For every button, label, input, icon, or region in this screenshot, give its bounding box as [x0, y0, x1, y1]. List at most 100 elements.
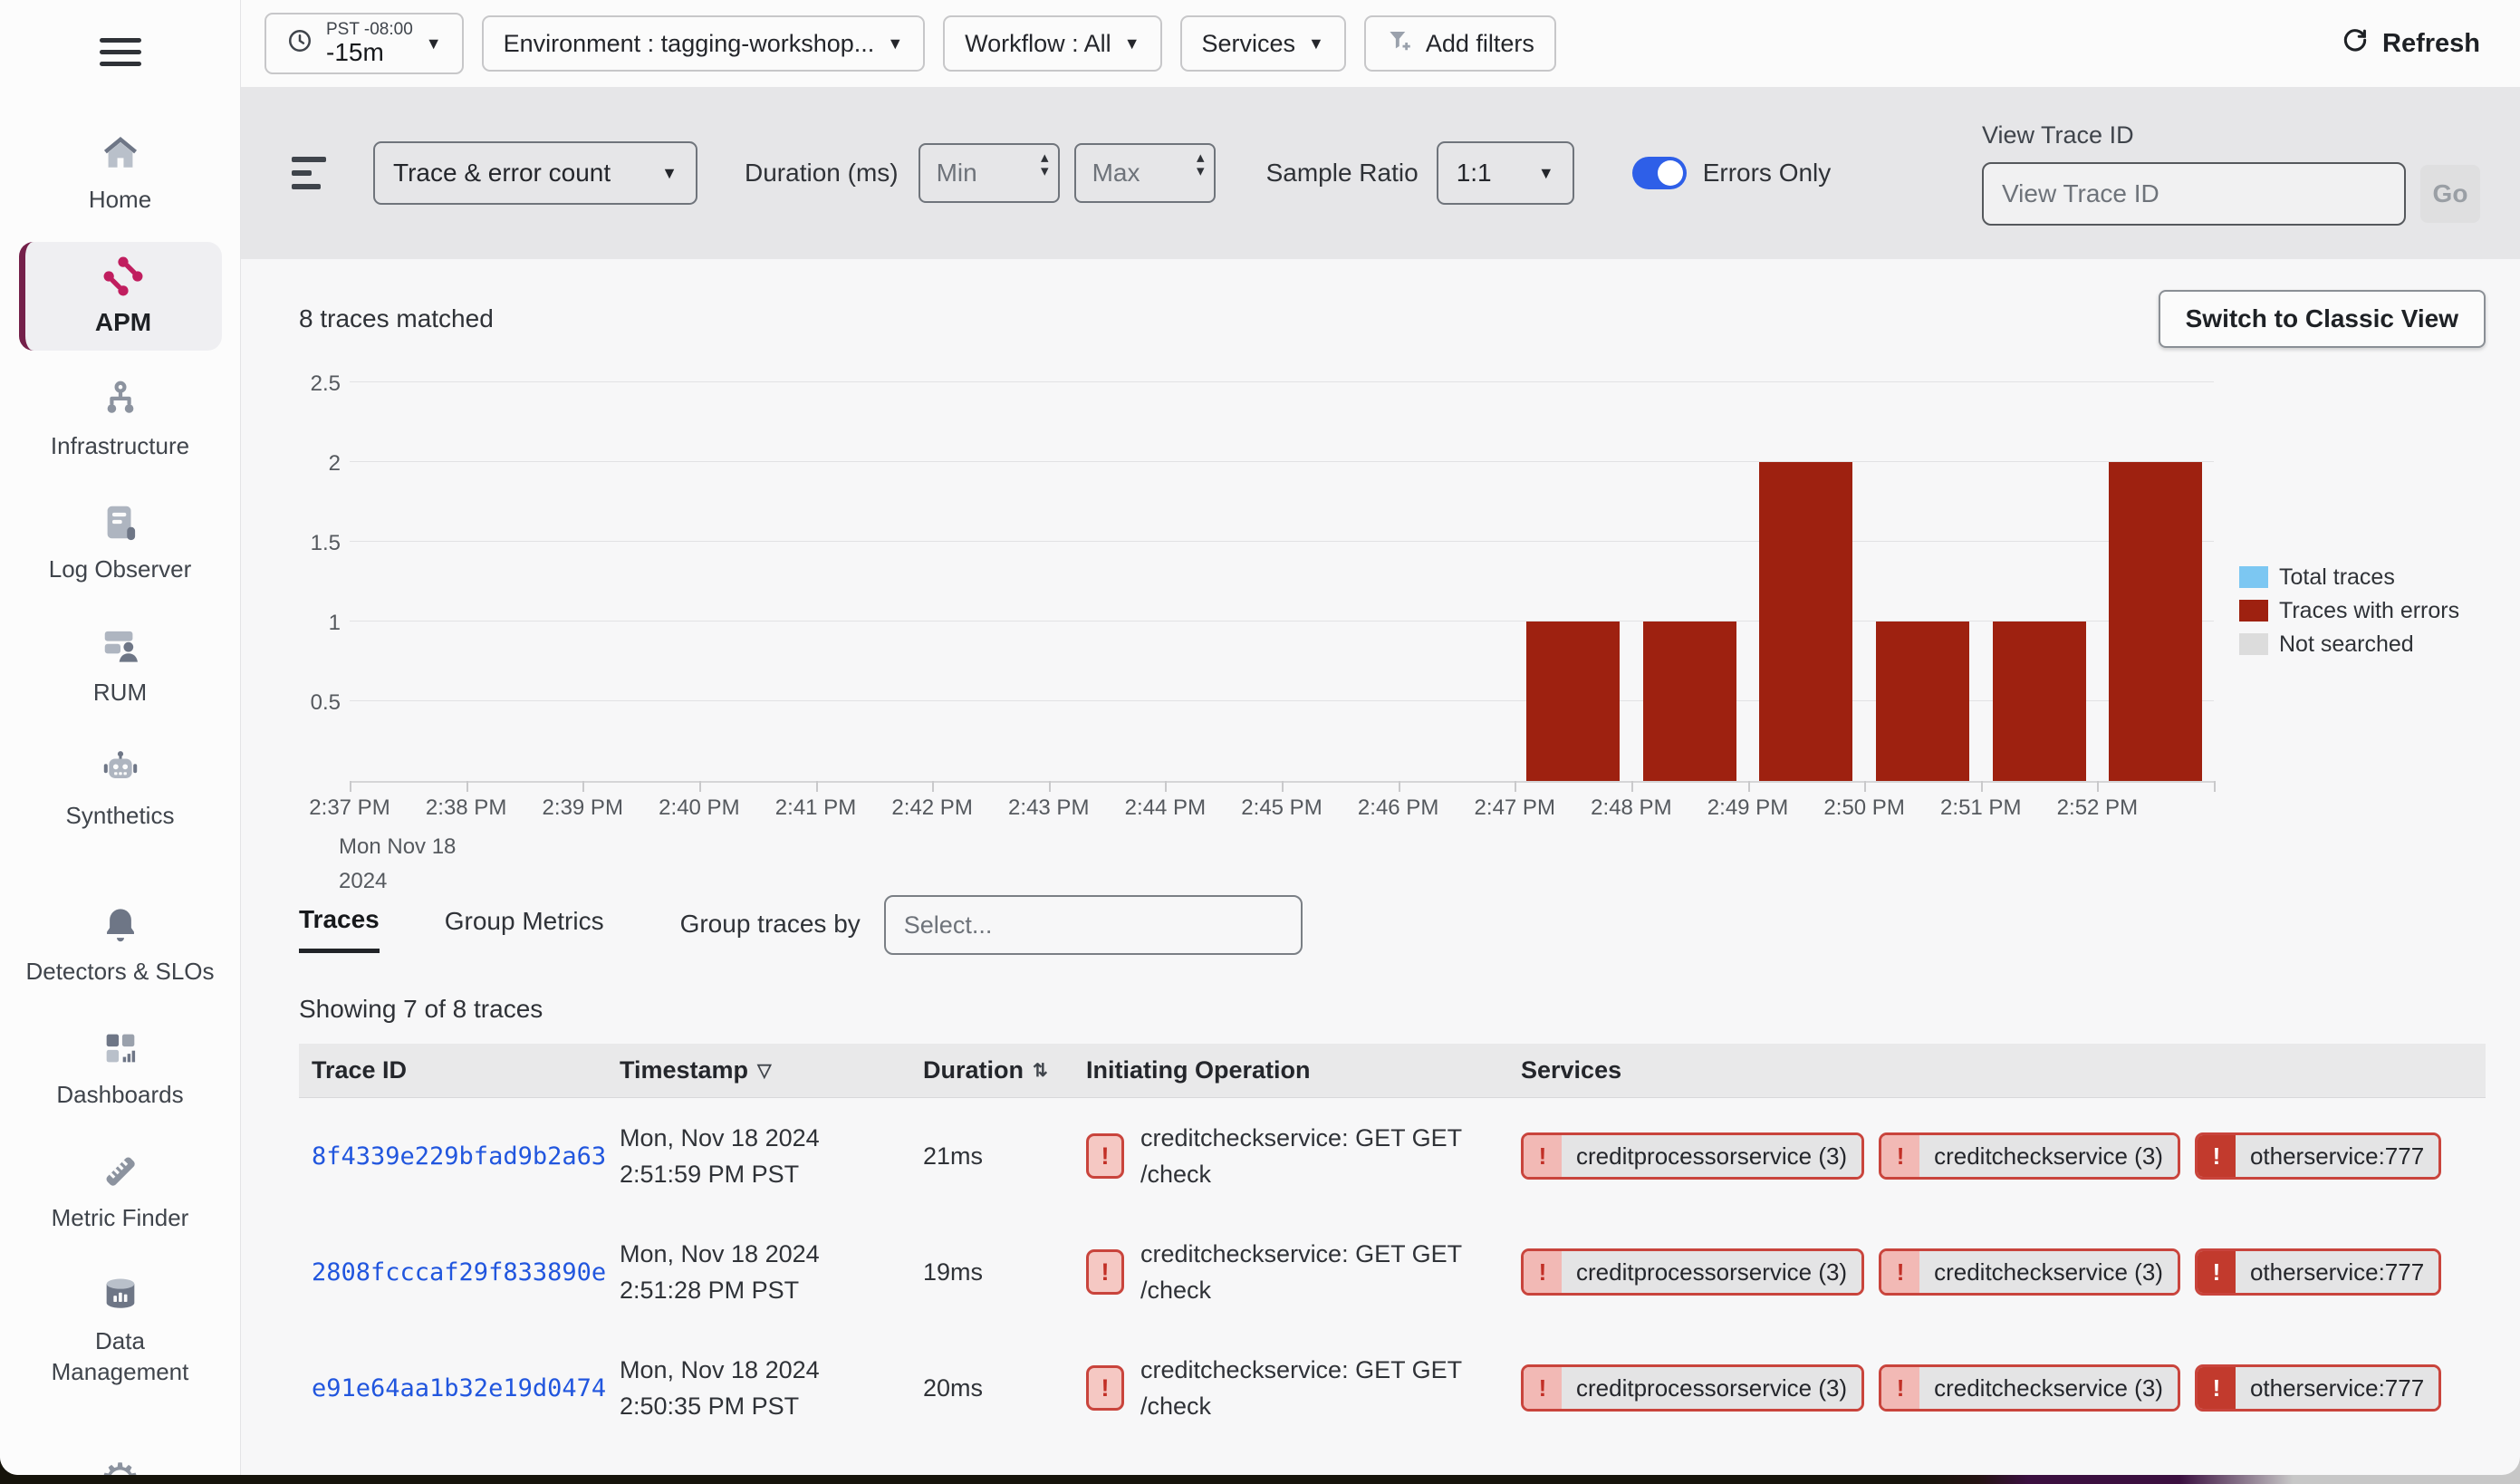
service-badge[interactable]: ! otherservice:777 — [2194, 1248, 2442, 1296]
sidebar-item-label: Metric Finder — [51, 1204, 189, 1231]
group-traces-by-label: Group traces by — [679, 910, 861, 938]
sort-desc-icon: ▽ — [757, 1061, 772, 1081]
column-header-duration[interactable]: Duration ⇅ — [923, 1056, 1048, 1084]
initiating-operation-cell: ! creditcheckservice: GET GET/check — [1073, 1352, 1508, 1424]
main-area: PST -08:00 -15m ▼ Environment : tagging-… — [241, 0, 2520, 1475]
refresh-button[interactable]: Refresh — [2341, 25, 2480, 62]
table-row: 2808fcccaf29f833890e Mon, Nov 18 2024 2:… — [299, 1214, 2486, 1330]
x-axis-tick-label: 2:44 PM — [1124, 795, 1207, 820]
chart-bar[interactable] — [1759, 462, 1853, 781]
sidebar-item-synthetics[interactable]: Synthetics — [19, 735, 222, 843]
duration-cell: 19ms — [923, 1258, 984, 1286]
service-badge[interactable]: ! creditcheckservice (3) — [1879, 1364, 2180, 1412]
sidebar-item-metric-finder[interactable]: Metric Finder — [19, 1137, 222, 1246]
group-traces-by-select[interactable]: Select... — [883, 895, 1303, 955]
switch-classic-view-button[interactable]: Switch to Classic View — [2158, 290, 2486, 348]
tab-traces[interactable]: Traces — [299, 905, 380, 953]
service-badge[interactable]: ! creditcheckservice (3) — [1879, 1132, 2180, 1180]
initiating-operation-cell: ! creditcheckservice: GET GET/check — [1073, 1236, 1508, 1308]
column-header-initiating-operation[interactable]: Initiating Operation — [1086, 1056, 1311, 1084]
y-axis-tick: 2 — [328, 451, 341, 476]
sidebar-item-data-management[interactable]: Data Management — [19, 1260, 222, 1400]
chevron-down-icon: ▼ — [425, 34, 442, 53]
filter-bar: Trace & error count ▼ Duration (ms) ▴ ▾ … — [241, 87, 2520, 259]
x-axis-tick-label: 2:41 PM — [774, 795, 857, 820]
chevron-down-icon: ▼ — [887, 34, 904, 53]
timestamp-cell: Mon, Nov 18 2024 2:50:35 PM PST — [620, 1356, 820, 1420]
chart-bar[interactable] — [2109, 462, 2203, 781]
error-icon: ! — [1086, 1365, 1124, 1411]
hamburger-menu-icon[interactable] — [99, 31, 141, 73]
sidebar-item-label: RUM — [92, 679, 148, 706]
chart-bar[interactable] — [1875, 622, 1969, 781]
legend-item[interactable]: Total traces — [2239, 564, 2486, 591]
error-icon: ! — [1881, 1367, 1920, 1409]
metric-type-dropdown[interactable]: Trace & error count ▼ — [373, 141, 697, 205]
x-axis-tick-label: 2:40 PM — [659, 795, 740, 820]
x-axis-date-label: Mon Nov 18 2024 — [339, 834, 457, 893]
trace-count-chart: 0.5 1 1.5 2 2.5 2:37 PM 2:38 PM 2:39 PM 2:40 PM… — [299, 371, 2486, 893]
add-filters-button[interactable]: Add filters — [1363, 15, 1556, 72]
topbar: PST -08:00 -15m ▼ Environment : tagging-… — [241, 0, 2520, 87]
sidebar-item-settings[interactable]: ⚙ Settings — [19, 1447, 222, 1475]
services-cell: ! creditprocessorservice (3) ! creditcheck… — [1508, 1248, 2486, 1296]
trace-id-link[interactable]: 2808fcccaf29f833890e — [312, 1258, 607, 1286]
workflow-dropdown[interactable]: Workflow : All ▼ — [943, 15, 1162, 72]
chart-bar[interactable] — [1992, 622, 2086, 781]
tab-group-metrics[interactable]: Group Metrics — [444, 907, 604, 935]
time-range-value: -15m — [326, 38, 384, 67]
service-badge[interactable]: ! creditprocessorservice (3) — [1521, 1364, 1865, 1412]
sidebar-item-dashboards[interactable]: Dashboards — [19, 1014, 222, 1123]
go-button[interactable]: Go — [2420, 164, 2480, 223]
sidebar-item-label: Log Observer — [48, 555, 192, 583]
sidebar-item-infrastructure[interactable]: Infrastructure — [19, 365, 222, 474]
max-input[interactable] — [1073, 143, 1216, 203]
chart-bar[interactable] — [1526, 622, 1620, 781]
trace-id-link[interactable]: e91e64aa1b32e19d0474 — [312, 1373, 607, 1402]
errors-only-label: Errors Only — [1702, 159, 1832, 187]
sidebar-item-log-observer[interactable]: Log Observer — [19, 488, 222, 597]
environment-dropdown[interactable]: Environment : tagging-workshop... ▼ — [481, 15, 926, 72]
error-icon: ! — [2197, 1135, 2236, 1177]
min-stepper[interactable]: ▴ ▾ — [1041, 149, 1049, 179]
view-trace-id-input[interactable] — [1982, 161, 2406, 226]
filter-list-icon[interactable] — [292, 157, 326, 189]
sidebar-item-apm[interactable]: APM — [18, 242, 222, 351]
column-header-trace-id[interactable]: Trace ID — [312, 1056, 408, 1084]
sample-ratio-dropdown[interactable]: 1:1 ▼ — [1436, 141, 1574, 205]
error-icon: ! — [1524, 1367, 1562, 1409]
sidebar-item-rum[interactable]: RUM — [19, 612, 222, 720]
sidebar-item-label: Data Management — [51, 1327, 189, 1385]
service-badge[interactable]: ! creditprocessorservice (3) — [1521, 1248, 1865, 1296]
legend-item[interactable]: Not searched — [2239, 631, 2486, 658]
sidebar-item-detectors-slos[interactable]: Detectors & SLOs — [19, 891, 222, 999]
sidebar-item-home[interactable]: Home — [19, 119, 222, 227]
clock-icon — [286, 27, 313, 61]
chart-bar[interactable] — [1642, 622, 1736, 781]
service-badge[interactable]: ! creditcheckservice (3) — [1879, 1248, 2180, 1296]
duration-cell: 21ms — [923, 1142, 984, 1170]
time-picker[interactable]: PST -08:00 -15m ▼ — [265, 13, 464, 74]
service-badge[interactable]: ! otherservice:777 — [2194, 1132, 2442, 1180]
refresh-icon — [2341, 25, 2370, 62]
sidebar: Home APM Infrastructure Log Observer RUM — [0, 0, 241, 1475]
database-icon — [100, 1273, 141, 1316]
services-dropdown[interactable]: Services ▼ — [1179, 15, 1346, 72]
chevron-down-icon: ▼ — [1537, 163, 1554, 182]
column-header-services[interactable]: Services — [1521, 1056, 1622, 1084]
min-input[interactable] — [918, 143, 1060, 203]
service-badge[interactable]: ! creditprocessorservice (3) — [1521, 1132, 1865, 1180]
filter-plus-icon — [1386, 27, 1413, 61]
chart-legend: Total traces Traces with errors Not search… — [2214, 339, 2486, 882]
x-axis-tick-label: 2:50 PM — [1823, 795, 1905, 820]
legend-item[interactable]: Traces with errors — [2239, 598, 2486, 624]
rum-icon — [100, 624, 141, 668]
errors-only-toggle[interactable] — [1631, 157, 1687, 189]
trace-id-link[interactable]: 8f4339e229bfad9b2a63 — [312, 1142, 607, 1171]
chart-y-axis: 0.5 1 1.5 2 2.5 — [299, 371, 350, 783]
column-header-timestamp[interactable]: Timestamp ▽ — [620, 1056, 772, 1084]
service-badge[interactable]: ! otherservice:777 — [2194, 1364, 2442, 1412]
max-stepper[interactable]: ▴ ▾ — [1197, 149, 1205, 179]
y-axis-tick: 1.5 — [310, 531, 341, 555]
